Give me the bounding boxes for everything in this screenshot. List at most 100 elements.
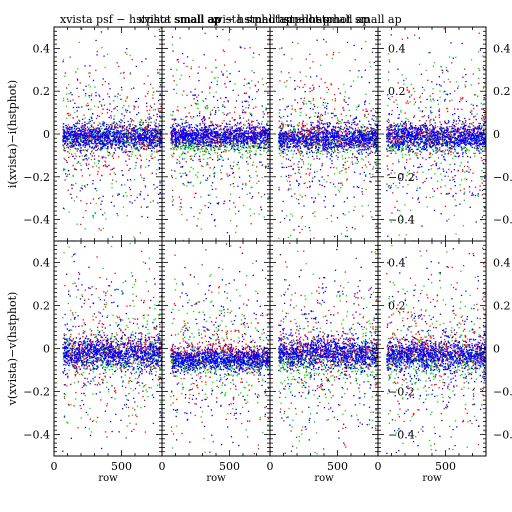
data-point — [202, 165, 204, 168]
data-point — [279, 155, 281, 157]
data-point — [266, 147, 268, 149]
data-point — [184, 107, 186, 109]
data-point — [207, 130, 209, 132]
data-point — [143, 139, 146, 141]
data-point — [198, 148, 200, 150]
data-point — [117, 194, 119, 196]
data-point — [248, 175, 251, 177]
data-point — [94, 188, 96, 190]
data-point — [181, 152, 184, 155]
data-point — [153, 139, 155, 141]
data-point — [104, 135, 106, 137]
data-point — [251, 80, 253, 82]
data-point — [130, 151, 132, 153]
data-point — [146, 148, 148, 150]
data-point — [229, 184, 232, 186]
data-point — [118, 131, 121, 133]
data-point — [93, 105, 96, 107]
data-point — [204, 122, 206, 124]
data-point — [196, 128, 198, 130]
data-point — [118, 148, 121, 150]
data-point — [299, 114, 301, 117]
data-point — [79, 143, 81, 145]
data-point — [72, 174, 74, 177]
data-point — [254, 126, 256, 128]
data-point — [134, 141, 136, 143]
data-point — [252, 142, 254, 144]
data-point — [203, 124, 205, 126]
data-point — [222, 28, 224, 31]
data-point — [130, 146, 132, 148]
data-point — [91, 147, 93, 149]
data-point — [250, 113, 252, 115]
data-point — [228, 139, 231, 142]
data-point — [249, 138, 251, 141]
data-point — [90, 136, 93, 138]
data-point — [160, 110, 162, 112]
data-point — [105, 128, 107, 130]
data-point — [154, 128, 156, 130]
data-point — [125, 111, 128, 113]
data-point — [202, 139, 204, 141]
data-point — [242, 134, 244, 136]
data-point — [172, 155, 174, 158]
data-point — [156, 143, 159, 145]
data-point — [230, 139, 232, 141]
data-point — [129, 167, 131, 170]
data-point — [264, 165, 267, 167]
data-point — [216, 35, 218, 38]
data-point — [177, 110, 179, 112]
data-point — [230, 135, 232, 138]
data-point — [247, 169, 249, 171]
data-point — [268, 136, 270, 138]
data-point — [250, 136, 253, 138]
data-point — [182, 134, 184, 136]
data-point — [215, 67, 217, 69]
data-point — [150, 132, 152, 134]
data-point — [125, 191, 127, 194]
data-point — [241, 146, 243, 148]
data-point — [75, 138, 77, 141]
data-point — [83, 132, 85, 134]
data-point — [155, 140, 157, 142]
data-point — [357, 152, 359, 154]
data-point — [248, 127, 250, 130]
data-point — [94, 139, 97, 141]
data-point — [114, 141, 117, 143]
data-point — [145, 149, 147, 151]
data-point — [204, 153, 206, 155]
data-point — [214, 77, 216, 79]
data-point — [199, 182, 201, 184]
data-point — [175, 141, 177, 143]
data-point — [201, 136, 203, 139]
data-point — [126, 141, 128, 143]
data-point — [84, 186, 87, 188]
data-point — [179, 172, 181, 174]
data-point — [339, 136, 341, 139]
data-point — [205, 133, 207, 136]
data-point — [83, 140, 85, 143]
data-point — [80, 134, 82, 136]
data-point — [206, 128, 209, 131]
data-point — [183, 62, 185, 65]
data-point — [230, 133, 232, 135]
panel-points — [278, 28, 378, 240]
data-point — [216, 67, 218, 69]
data-point — [176, 159, 178, 161]
data-point — [248, 150, 250, 152]
data-point — [121, 142, 124, 144]
data-point — [234, 139, 236, 141]
data-point — [225, 142, 227, 144]
data-point — [198, 132, 200, 134]
data-point — [82, 216, 84, 219]
data-point — [299, 172, 301, 174]
data-point — [80, 139, 83, 141]
data-point — [192, 137, 194, 140]
data-point — [211, 213, 213, 216]
data-point — [100, 128, 103, 130]
data-point — [203, 117, 205, 119]
data-point — [96, 149, 99, 151]
data-point — [190, 166, 192, 168]
data-point — [108, 96, 110, 98]
data-point — [154, 139, 156, 141]
